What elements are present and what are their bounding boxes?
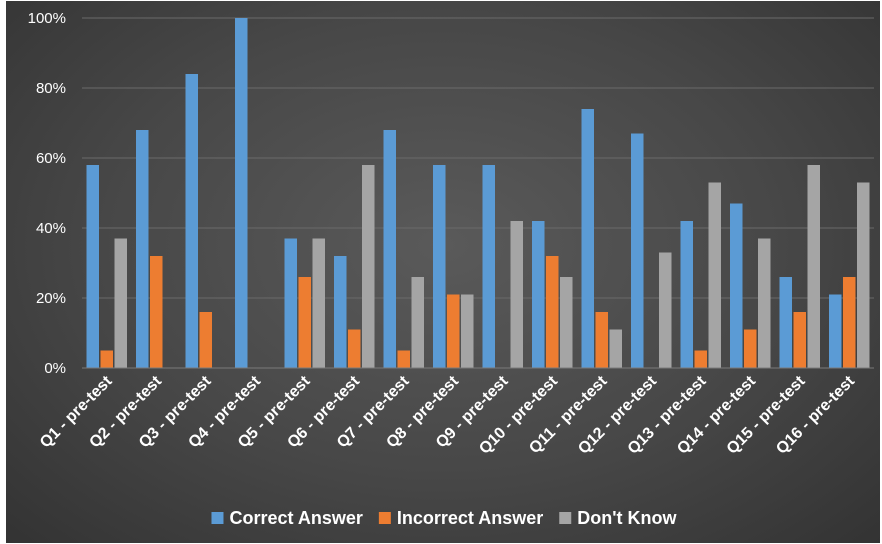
bar-don-t-know-8 <box>461 294 474 368</box>
bar-incorrect-answer-7 <box>397 350 410 368</box>
bar-correct-answer-11 <box>581 109 594 368</box>
bar-correct-answer-3 <box>185 74 198 368</box>
gridlines <box>82 17 874 299</box>
bar-don-t-know-10 <box>560 277 573 368</box>
bar-correct-answer-1 <box>86 165 99 368</box>
legend-swatch <box>211 512 224 524</box>
legend-label: Incorrect Answer <box>397 508 543 528</box>
bar-correct-answer-2 <box>136 130 149 368</box>
y-tick-label: 0% <box>44 360 66 377</box>
bar-correct-answer-8 <box>433 165 446 368</box>
bar-don-t-know-15 <box>807 165 820 368</box>
bars <box>86 18 870 368</box>
bar-correct-answer-5 <box>284 238 297 368</box>
bar-incorrect-answer-14 <box>744 329 757 368</box>
bar-correct-answer-9 <box>482 165 495 368</box>
legend: Correct Answer Incorrect Answer Don't Know <box>211 508 678 528</box>
bar-incorrect-answer-15 <box>793 312 806 368</box>
bar-incorrect-answer-8 <box>447 294 460 368</box>
bar-correct-answer-13 <box>680 221 693 368</box>
bar-correct-answer-16 <box>829 294 842 368</box>
bar-incorrect-answer-1 <box>100 350 113 368</box>
y-tick-label: 60% <box>36 150 66 167</box>
y-tick-label: 20% <box>36 290 66 307</box>
bar-don-t-know-1 <box>114 238 127 368</box>
bar-don-t-know-12 <box>659 252 672 368</box>
legend-swatch <box>378 512 391 524</box>
bar-incorrect-answer-5 <box>298 277 311 368</box>
bar-incorrect-answer-11 <box>595 312 608 368</box>
bar-correct-answer-12 <box>631 133 644 368</box>
bar-correct-answer-4 <box>235 18 248 368</box>
bar-incorrect-answer-6 <box>348 329 361 368</box>
legend-label: Don't Know <box>577 508 677 528</box>
bar-don-t-know-11 <box>609 329 622 368</box>
bar-don-t-know-13 <box>708 182 721 368</box>
bar-correct-answer-10 <box>532 221 545 368</box>
y-axis-tick-labels: 0% 20% 40% 60% 80% 100% <box>28 10 66 377</box>
legend-label: Correct Answer <box>229 508 362 528</box>
bar-don-t-know-9 <box>510 221 523 368</box>
bar-incorrect-answer-10 <box>546 256 559 368</box>
bar-incorrect-answer-13 <box>694 350 707 368</box>
bar-correct-answer-15 <box>779 277 792 368</box>
y-tick-label: 80% <box>36 80 66 97</box>
bar-correct-answer-14 <box>730 203 743 368</box>
bar-don-t-know-5 <box>312 238 325 368</box>
bar-incorrect-answer-3 <box>199 312 212 368</box>
bar-don-t-know-14 <box>758 238 771 368</box>
y-tick-label: 100% <box>28 10 66 27</box>
bar-incorrect-answer-16 <box>843 277 856 368</box>
bar-don-t-know-6 <box>362 165 375 368</box>
bar-correct-answer-7 <box>383 130 396 368</box>
bar-correct-answer-6 <box>334 256 347 368</box>
bar-don-t-know-16 <box>857 182 870 368</box>
y-tick-label: 40% <box>36 220 66 237</box>
bar-incorrect-answer-2 <box>150 256 163 368</box>
bar-don-t-know-7 <box>411 277 424 368</box>
legend-swatch <box>559 512 572 524</box>
